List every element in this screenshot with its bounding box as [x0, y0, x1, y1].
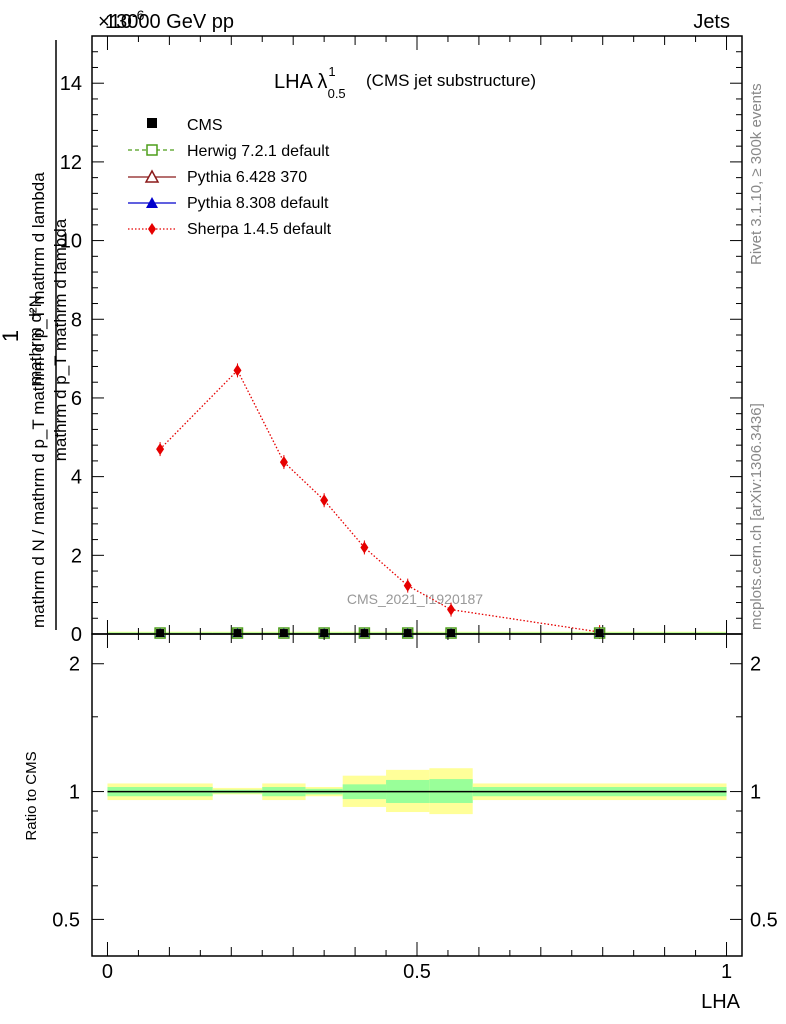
y-label-numerator-line2: mathrm d p_T mathrm d lambda: [51, 218, 70, 461]
sherpa-point: [320, 494, 329, 507]
rivet-label: Rivet 3.1.10, ≥ 300k events: [748, 83, 765, 265]
x-tick-label: 1: [721, 961, 732, 983]
chart-title: LHA λ1 0.5: [274, 64, 346, 101]
sherpa-point: [403, 579, 412, 592]
x-tick-label: 0.5: [403, 961, 431, 983]
watermark: CMS_2021_I1920187: [347, 591, 483, 607]
x-tick-label: 0: [102, 961, 113, 983]
legend-marker-herwig: [146, 144, 158, 156]
sherpa-point: [447, 603, 456, 616]
sherpa-point: [279, 456, 288, 469]
process-label: Jets: [693, 11, 730, 33]
cms-point: [447, 629, 456, 638]
ratio-y-tick-label-right: 1: [750, 782, 761, 804]
main-y-tick-label: 8: [71, 309, 82, 331]
y-label-numerator-line1: mathrm d²N: [26, 295, 45, 385]
sherpa-point: [233, 364, 242, 377]
main-y-tick-label: 12: [60, 152, 82, 174]
cms-point: [320, 629, 329, 638]
main-y-tick-label: 10: [60, 231, 82, 253]
legend-label-herwig: Herwig 7.2.1 default: [187, 143, 330, 160]
mcplots-label: mcplots.cern.ch [arXiv:1306.3436]: [748, 403, 765, 630]
legend-label-pythia6: Pythia 6.428 370: [187, 169, 307, 186]
legend-marker-sherpa: [148, 223, 156, 235]
main-y-tick-label: 4: [71, 467, 82, 489]
legend-item-pythia6: Pythia 6.428 370: [128, 169, 307, 186]
y-label-denominator: mathrm d N / mathrm d p_T mathrm d p_T m…: [29, 172, 48, 628]
legend-item-cms: CMS: [147, 117, 223, 134]
chart-subtitle: (CMS jet substructure): [366, 71, 536, 90]
legend-item-pythia8: Pythia 8.308 default: [128, 195, 329, 212]
cms-point: [595, 629, 604, 638]
y-label-numerator: 1: [0, 330, 23, 342]
energy-label: 13000 GeV pp: [105, 11, 234, 33]
legend-item-herwig: Herwig 7.2.1 default: [128, 143, 330, 160]
main-y-tick-label: 0: [71, 624, 82, 646]
legend-label-pythia8: Pythia 8.308 default: [187, 195, 329, 212]
main-ticks: 0 2 4 6 8 10 12 14: [60, 35, 742, 646]
ratio-frame: [91, 633, 743, 957]
sherpa-point: [156, 443, 165, 456]
cms-point: [360, 629, 369, 638]
main-series: [154, 363, 606, 640]
cms-point: [156, 629, 165, 638]
main-y-tick-label: 2: [71, 545, 82, 567]
cms-point: [403, 629, 412, 638]
exponent-label: ×10-6: [98, 7, 145, 33]
main-y-axis-label: 1 mathrm d²N mathrm d p_T mathrm d lambd…: [0, 40, 70, 630]
legend-label-sherpa: Sherpa 1.4.5 default: [187, 221, 332, 238]
ratio-y-tick-label: 1: [69, 782, 80, 804]
legend-marker-cms: [147, 118, 157, 128]
cms-point: [279, 629, 288, 638]
main-y-tick-label: 14: [60, 73, 82, 95]
legend-label-cms: CMS: [187, 117, 223, 134]
legend-item-sherpa: Sherpa 1.4.5 default: [128, 221, 332, 238]
x-axis-label: LHA: [701, 991, 741, 1013]
ratio-y-tick-label: 0.5: [52, 909, 80, 931]
ratio-ticks: 0.5 0.5 1 1 2 2 0 0.5 1: [52, 634, 778, 983]
ratio-y-tick-label-right: 0.5: [750, 909, 778, 931]
ratio-panel: 0.5 0.5 1 1 2 2 0 0.5 1 Ratio to CMS LHA: [23, 633, 778, 1013]
ratio-y-tick-label-right: 2: [750, 654, 761, 676]
ratio-y-label: Ratio to CMS: [23, 751, 40, 840]
legend: CMS Herwig 7.2.1 default Pythia 6.428 37…: [128, 117, 332, 238]
sherpa-line: [159, 369, 600, 633]
legend-marker-pythia8: [146, 197, 158, 208]
legend-marker-pythia6: [144, 169, 160, 183]
sherpa-point: [360, 541, 369, 554]
cms-point: [233, 629, 242, 638]
ratio-y-tick-label: 2: [69, 654, 80, 676]
main-y-tick-label: 6: [71, 388, 82, 410]
